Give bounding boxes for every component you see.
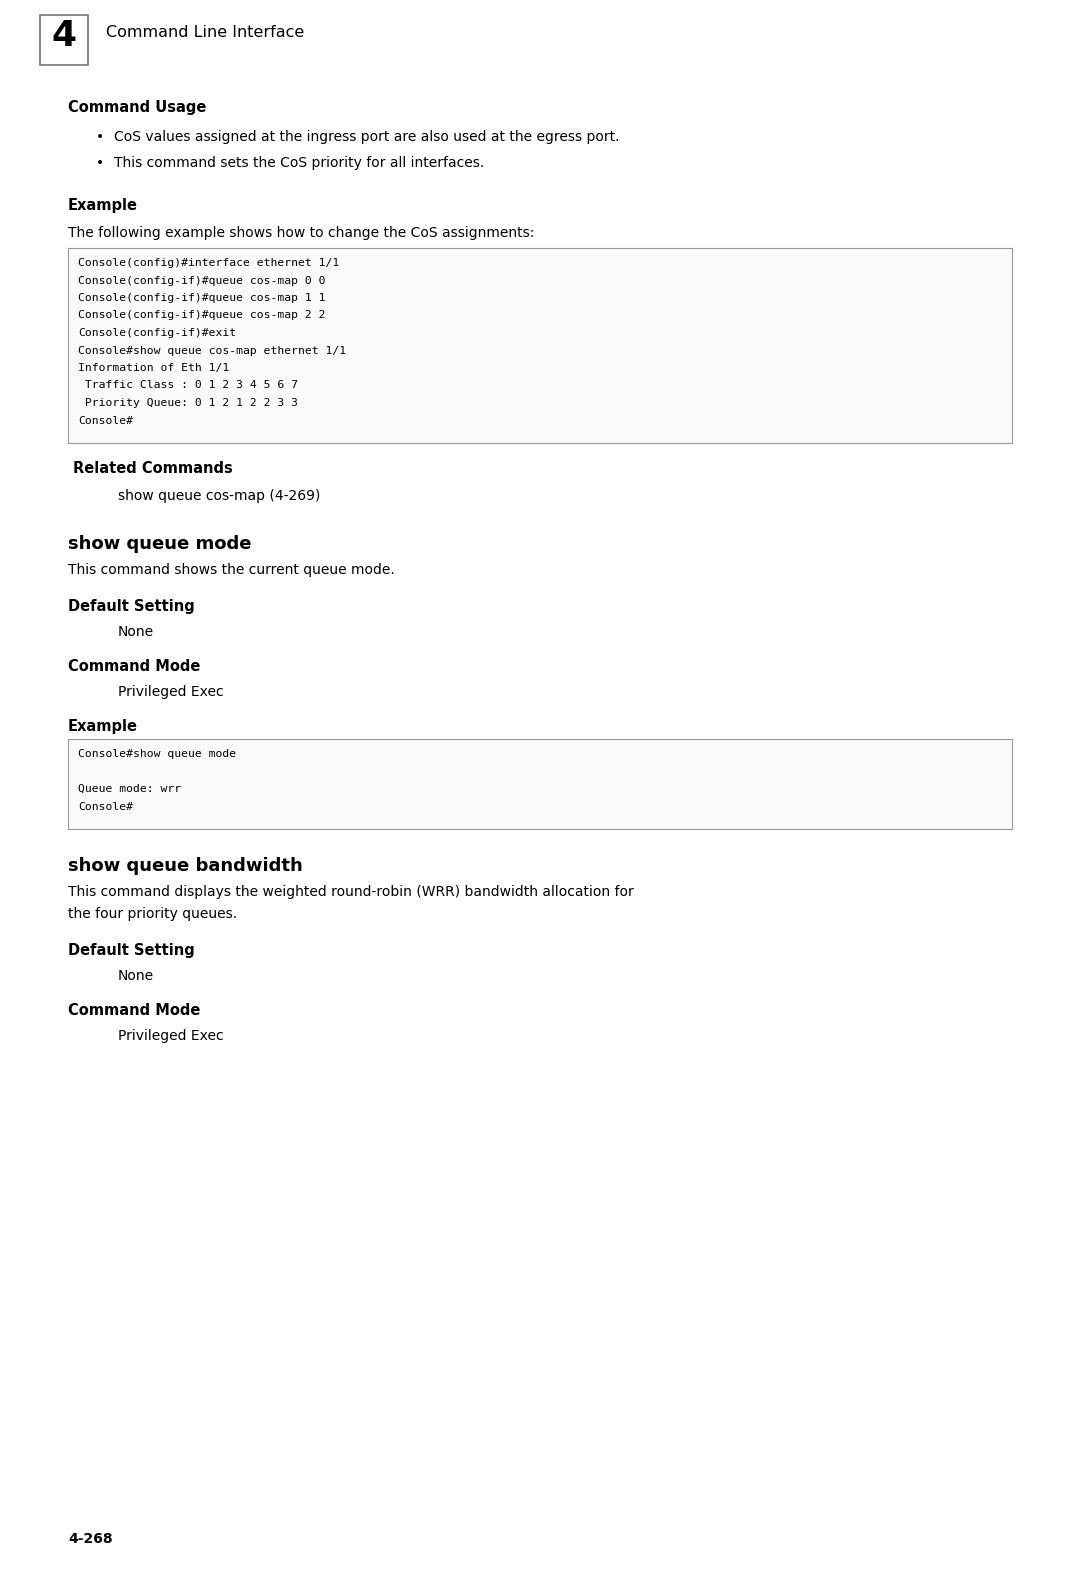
Text: None: None <box>118 625 154 639</box>
Bar <box>40 16 87 64</box>
Text: Priority Queue: 0 1 2 1 2 2 3 3: Priority Queue: 0 1 2 1 2 2 3 3 <box>78 399 298 408</box>
Bar <box>68 248 1012 443</box>
Text: Traffic Class : 0 1 2 3 4 5 6 7: Traffic Class : 0 1 2 3 4 5 6 7 <box>78 380 298 391</box>
Text: This command displays the weighted round-robin (WRR) bandwidth allocation for: This command displays the weighted round… <box>68 885 634 900</box>
Text: CoS values assigned at the ingress port are also used at the egress port.: CoS values assigned at the ingress port … <box>114 130 620 144</box>
Text: 4: 4 <box>52 19 77 53</box>
Text: Command Line Interface: Command Line Interface <box>106 25 305 39</box>
Text: show queue cos-map (4-269): show queue cos-map (4-269) <box>118 488 321 502</box>
Text: Console#: Console# <box>78 802 133 812</box>
Text: •: • <box>96 130 105 144</box>
Text: Console(config-if)#queue cos-map 0 0: Console(config-if)#queue cos-map 0 0 <box>78 275 325 286</box>
Text: Example: Example <box>68 198 138 214</box>
Text: This command shows the current queue mode.: This command shows the current queue mod… <box>68 564 395 578</box>
Text: show queue mode: show queue mode <box>68 535 252 553</box>
Text: Example: Example <box>68 719 138 735</box>
Text: Console(config-if)#queue cos-map 1 1: Console(config-if)#queue cos-map 1 1 <box>78 294 325 303</box>
Text: None: None <box>118 969 154 983</box>
Text: Console(config-if)#exit: Console(config-if)#exit <box>78 328 237 338</box>
Text: This command sets the CoS priority for all interfaces.: This command sets the CoS priority for a… <box>114 155 484 170</box>
Text: Console#show queue mode: Console#show queue mode <box>78 749 237 758</box>
Text: Command Usage: Command Usage <box>68 100 206 115</box>
Text: Default Setting: Default Setting <box>68 944 194 958</box>
Text: Queue mode: wrr: Queue mode: wrr <box>78 783 181 794</box>
Text: The following example shows how to change the CoS assignments:: The following example shows how to chang… <box>68 226 535 240</box>
Text: 4-268: 4-268 <box>68 1532 112 1546</box>
Text: Information of Eth 1/1: Information of Eth 1/1 <box>78 363 229 374</box>
Text: Console#show queue cos-map ethernet 1/1: Console#show queue cos-map ethernet 1/1 <box>78 345 346 355</box>
Text: Default Setting: Default Setting <box>68 600 194 614</box>
Text: Privileged Exec: Privileged Exec <box>118 1028 224 1042</box>
Text: the four priority queues.: the four priority queues. <box>68 907 238 922</box>
Text: Console#: Console# <box>78 416 133 425</box>
Text: Console(config-if)#queue cos-map 2 2: Console(config-if)#queue cos-map 2 2 <box>78 311 325 320</box>
Text: Related Commands: Related Commands <box>73 462 233 476</box>
Text: Privileged Exec: Privileged Exec <box>118 685 224 699</box>
Text: Command Mode: Command Mode <box>68 659 201 674</box>
Text: Console(config)#interface ethernet 1/1: Console(config)#interface ethernet 1/1 <box>78 257 339 268</box>
Bar <box>68 739 1012 829</box>
Text: •: • <box>96 155 105 170</box>
Text: Command Mode: Command Mode <box>68 1003 201 1017</box>
Text: show queue bandwidth: show queue bandwidth <box>68 857 302 874</box>
